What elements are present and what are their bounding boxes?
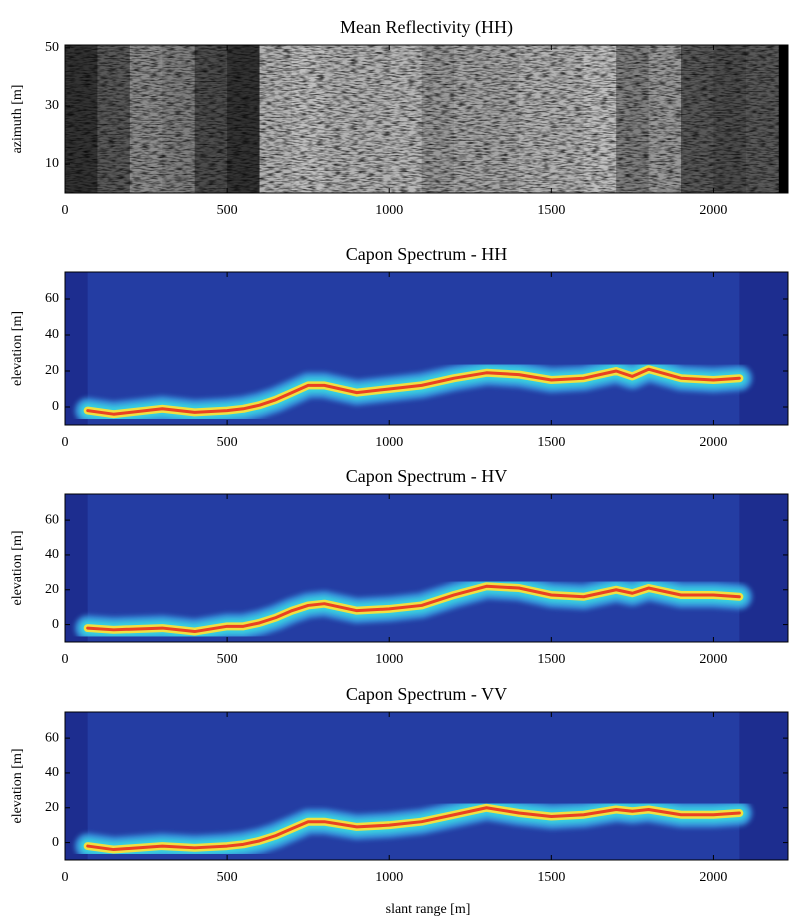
ridge-line bbox=[86, 367, 741, 416]
y-tick-label: 40 bbox=[45, 547, 59, 562]
y-axis-label: elevation [m] bbox=[10, 530, 25, 605]
y-tick-label: 30 bbox=[45, 98, 59, 113]
panel-title: Capon Spectrum - HV bbox=[346, 466, 507, 486]
y-axis-label: elevation [m] bbox=[10, 748, 25, 823]
y-tick-label: 0 bbox=[52, 835, 59, 850]
plot-area bbox=[65, 712, 788, 860]
x-tick-label: 1500 bbox=[537, 870, 565, 885]
y-tick-label: 50 bbox=[45, 40, 59, 55]
x-tick-label: 0 bbox=[62, 870, 69, 885]
frame bbox=[64, 271, 789, 426]
x-tick-label: 1000 bbox=[375, 870, 403, 885]
x-tick-label: 1000 bbox=[375, 652, 403, 667]
panel-title: Mean Reflectivity (HH) bbox=[340, 17, 513, 38]
x-tick-label: 0 bbox=[62, 435, 69, 450]
x-tick-label: 1500 bbox=[537, 203, 565, 218]
y-tick-label: 20 bbox=[45, 800, 59, 815]
panel-title: Capon Spectrum - HH bbox=[346, 244, 507, 264]
x-tick-label: 1500 bbox=[537, 435, 565, 450]
y-tick-label: 60 bbox=[45, 291, 59, 306]
x-tick-label: 500 bbox=[217, 870, 238, 885]
speckle bbox=[65, 45, 788, 193]
y-tick-label: 0 bbox=[52, 399, 59, 414]
y-tick-label: 20 bbox=[45, 363, 59, 378]
x-tick-label: 2000 bbox=[699, 870, 727, 885]
frame bbox=[64, 711, 789, 861]
x-tick-label: 1500 bbox=[537, 652, 565, 667]
y-axis-label: azimuth [m] bbox=[10, 85, 25, 154]
y-tick-label: 40 bbox=[45, 765, 59, 780]
frame bbox=[64, 44, 789, 194]
y-tick-label: 10 bbox=[45, 156, 59, 171]
plot-area bbox=[65, 45, 788, 193]
x-tick-label: 1000 bbox=[375, 435, 403, 450]
x-tick-label: 500 bbox=[217, 203, 238, 218]
panel-title: Capon Spectrum - VV bbox=[346, 684, 507, 704]
y-tick-label: 20 bbox=[45, 582, 59, 597]
x-tick-label: 2000 bbox=[699, 652, 727, 667]
x-tick-label: 1000 bbox=[375, 203, 403, 218]
x-tick-label: 0 bbox=[62, 203, 69, 218]
x-axis-label: slant range [m] bbox=[386, 902, 471, 917]
x-tick-label: 500 bbox=[217, 435, 238, 450]
x-tick-label: 2000 bbox=[699, 435, 727, 450]
y-tick-label: 40 bbox=[45, 327, 59, 342]
x-tick-label: 0 bbox=[62, 652, 69, 667]
y-tick-label: 60 bbox=[45, 512, 59, 527]
y-axis-label: elevation [m] bbox=[10, 311, 25, 386]
ridge-line bbox=[86, 806, 741, 852]
x-tick-label: 500 bbox=[217, 652, 238, 667]
x-tick-label: 2000 bbox=[699, 203, 727, 218]
frame bbox=[64, 493, 789, 643]
ridge-line bbox=[86, 584, 741, 634]
plot-area bbox=[65, 272, 788, 425]
plot-area bbox=[65, 494, 788, 642]
y-tick-label: 60 bbox=[45, 730, 59, 745]
y-tick-label: 0 bbox=[52, 617, 59, 632]
